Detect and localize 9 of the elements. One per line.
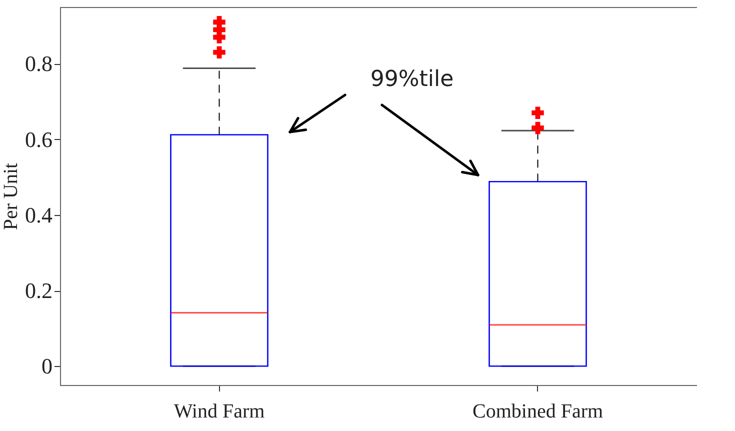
x-tick-label: Wind Farm — [174, 400, 266, 422]
y-tick-label: 0.4 — [25, 202, 52, 228]
y-tick-label: 0 — [42, 354, 52, 379]
y-tick-label: 0.2 — [25, 278, 52, 303]
x-tick-label: Combined Farm — [472, 400, 604, 422]
y-tick-label: 0.8 — [25, 51, 52, 76]
y-axis-title: Per Unit — [0, 162, 22, 230]
annotation: 99%tile — [370, 67, 454, 92]
y-tick-label: 0.6 — [25, 126, 52, 152]
